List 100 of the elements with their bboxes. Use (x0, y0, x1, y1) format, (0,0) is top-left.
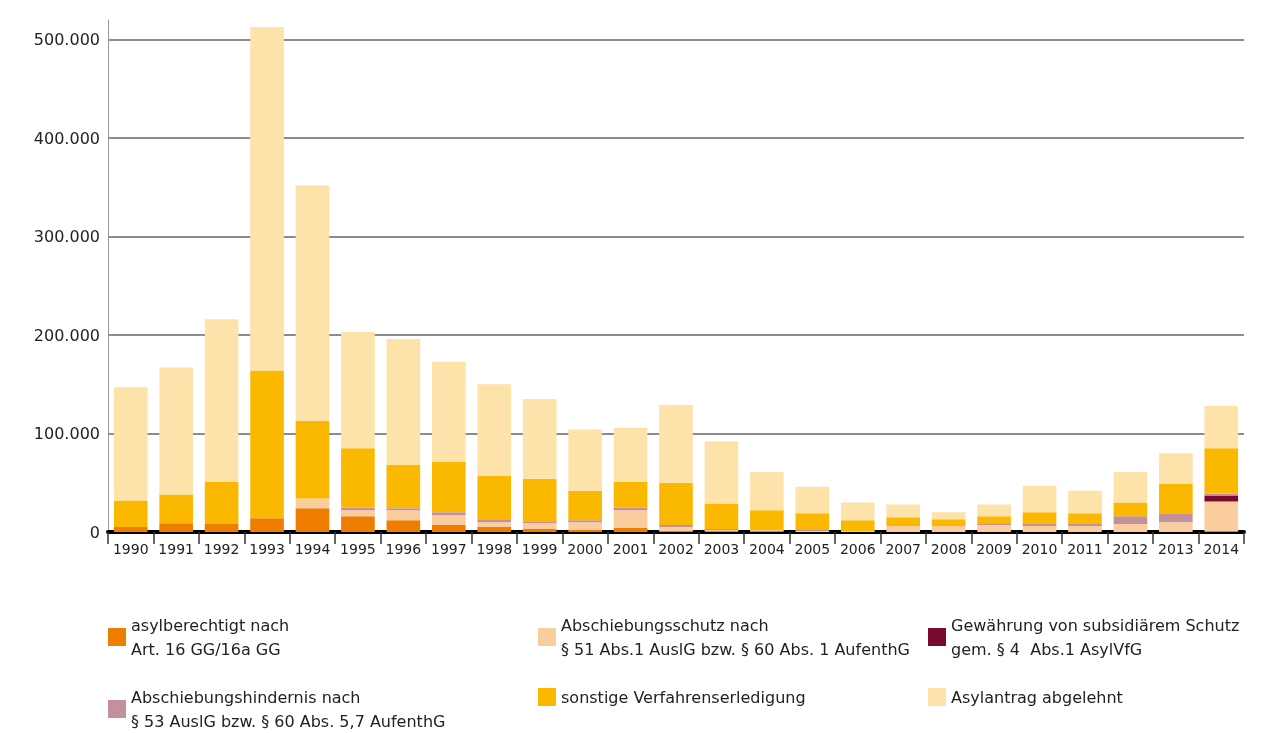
x-tick-label: 1990 (112, 541, 149, 557)
x-tick-label: 2011 (1067, 541, 1103, 557)
x-tick-label: 1995 (340, 541, 376, 557)
y-tick-label: 100.000 (33, 424, 100, 444)
bar (522, 529, 557, 532)
bar (1068, 526, 1102, 532)
bar (977, 504, 1011, 517)
bar (341, 448, 375, 508)
bar (886, 517, 921, 527)
bar (295, 508, 330, 532)
bar (341, 507, 375, 511)
bar (886, 504, 921, 518)
bar (1022, 523, 1057, 527)
bar (931, 526, 966, 532)
bar (295, 185, 330, 421)
bar (977, 516, 1011, 525)
x-tick-label: 1999 (521, 541, 558, 557)
bar (1159, 453, 1193, 484)
x-tick-label: 2013 (1158, 541, 1194, 557)
legend-label: Abschiebungsschutz nach § 51 Abs.1 AuslG bzw. § 60 Abs. 1 AufenthG (561, 615, 910, 659)
bar (477, 522, 512, 528)
bar (977, 525, 1011, 532)
legend-label: sonstige Verfahrenserledigung (561, 687, 806, 707)
bar (477, 527, 512, 532)
bar (386, 339, 421, 466)
bar (840, 520, 875, 532)
bar (204, 481, 239, 525)
bar (204, 319, 239, 482)
bar (1113, 502, 1148, 517)
y-tick-label: 500.000 (33, 30, 100, 50)
legend-label: Abschiebungshindernis nach § 53 AuslG bzw. § 60 Abs. 5,7 AufenthG (131, 687, 446, 731)
legend-label: Gewährung von subsidiärem Schutz gem. § 4 Abs.1 AsylVfG (951, 615, 1240, 659)
bar (1022, 526, 1057, 532)
bar (568, 522, 602, 531)
bar (341, 516, 375, 532)
bar (704, 441, 739, 504)
y-tick-label: 200.000 (33, 325, 100, 345)
bar (750, 471, 784, 511)
bar (250, 26, 284, 371)
bar (522, 478, 557, 522)
bar (522, 523, 557, 530)
legend-label: Asylantrag abgelehnt (951, 687, 1123, 707)
bar (1159, 483, 1193, 514)
x-tick-label: 2006 (839, 541, 876, 557)
bar (113, 387, 148, 501)
bar (931, 512, 966, 520)
bar (886, 526, 921, 532)
x-tick-label: 2010 (1021, 541, 1058, 557)
x-tick-label: 1997 (430, 541, 467, 557)
bar (613, 481, 648, 508)
bar (113, 527, 148, 532)
bar (477, 475, 512, 520)
bar (795, 513, 830, 531)
x-tick-label: 1996 (385, 541, 422, 557)
bar (613, 507, 648, 511)
bar (1068, 513, 1102, 525)
bar (613, 427, 648, 482)
bar (1113, 524, 1148, 532)
bar (568, 490, 602, 521)
bar (931, 519, 966, 527)
x-tick-label: 1994 (294, 541, 331, 557)
bar (750, 510, 784, 531)
legend-label: asylberechtigt nach Art. 16 GG/16a GG (131, 615, 290, 659)
x-tick-label: 2001 (612, 541, 649, 557)
bar (613, 528, 648, 532)
bar (1159, 522, 1193, 532)
bar (341, 332, 375, 449)
y-tick-label: 0 (89, 522, 100, 542)
bar (341, 510, 375, 517)
x-tick-label: 2000 (567, 541, 603, 557)
bar (431, 515, 466, 526)
bar (659, 482, 693, 526)
y-tick-label: 400.000 (33, 128, 100, 148)
bar (204, 524, 239, 532)
bar (295, 420, 330, 499)
x-tick-label: 1998 (476, 541, 513, 557)
bar (613, 510, 648, 529)
bar (1204, 405, 1239, 449)
y-tick-label: 300.000 (33, 227, 100, 247)
bar (431, 361, 466, 463)
x-tick-label: 1991 (158, 541, 194, 557)
x-tick-label: 2004 (749, 541, 785, 557)
bar (159, 523, 193, 532)
x-tick-label: 2005 (794, 541, 831, 557)
bar (431, 512, 466, 516)
bar (1113, 516, 1148, 525)
bar (386, 510, 421, 521)
x-tick-label: 2012 (1112, 541, 1149, 557)
bar (159, 367, 193, 495)
bar (477, 519, 512, 523)
bar (295, 498, 330, 509)
x-tick-label: 2007 (885, 541, 922, 557)
bar (1113, 471, 1148, 503)
bar (704, 503, 739, 530)
bar (386, 465, 421, 509)
bar (431, 525, 466, 532)
bar (250, 518, 284, 532)
bar (386, 520, 421, 532)
bar (795, 486, 830, 514)
x-tick-label: 2002 (658, 541, 694, 557)
